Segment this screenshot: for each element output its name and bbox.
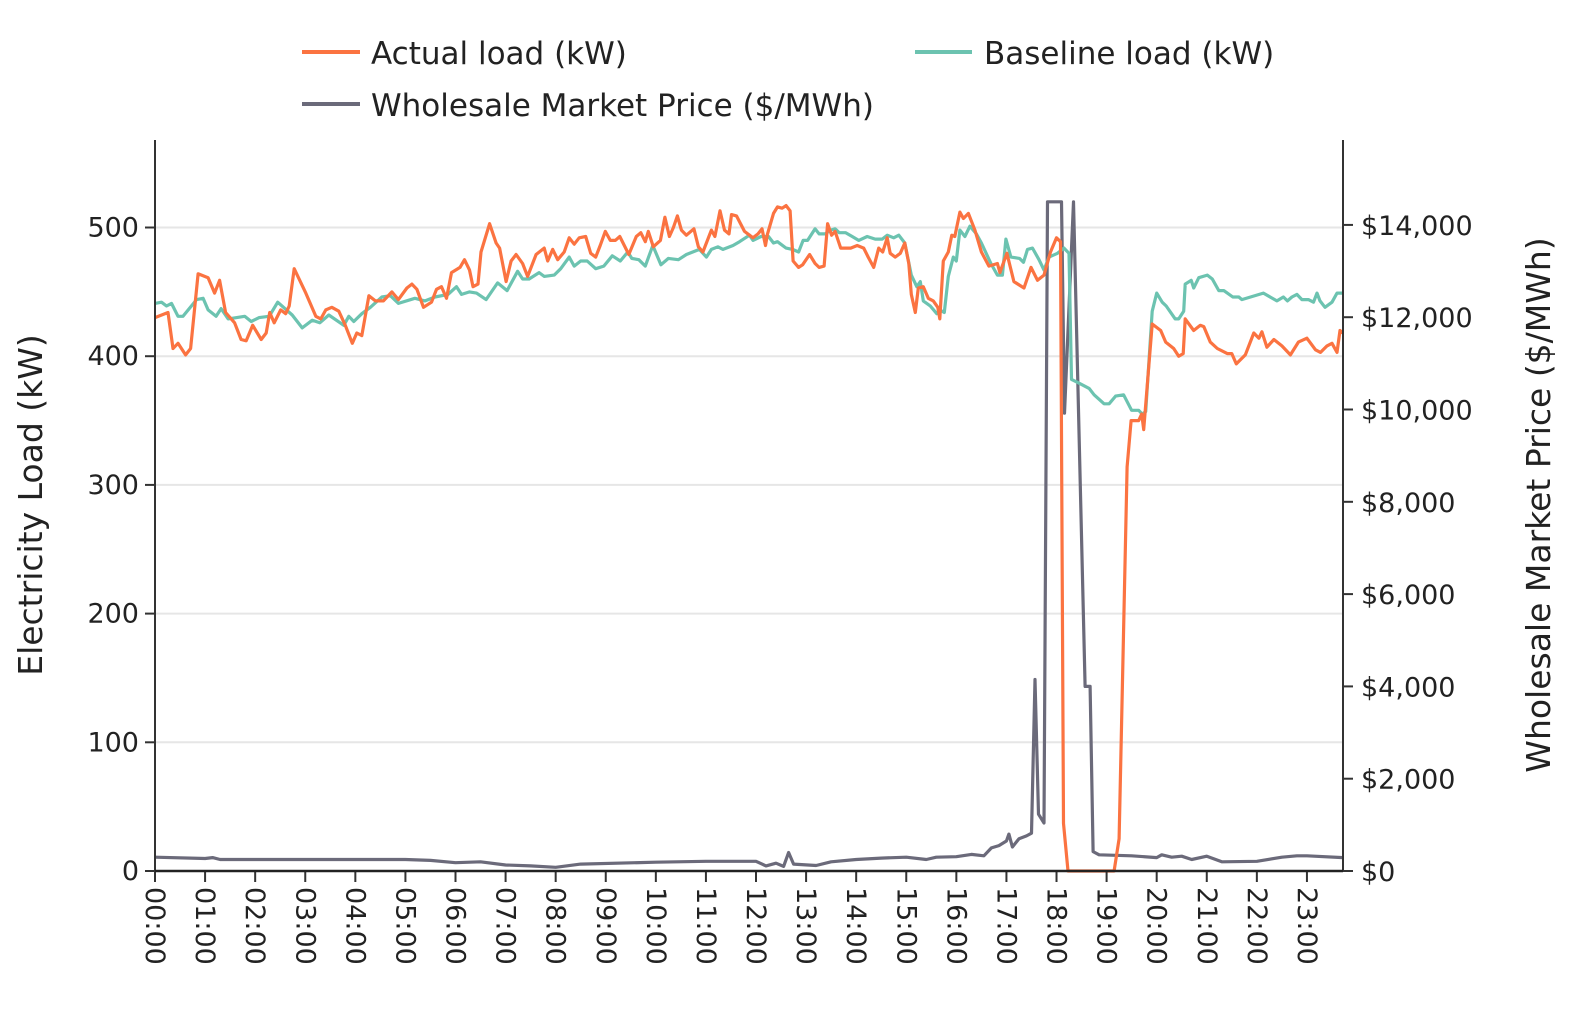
x-tick-label: 22:00 xyxy=(1241,887,1272,965)
x-tick-label: 18:00 xyxy=(1041,887,1072,965)
price-line xyxy=(154,200,1344,869)
x-tick-label: 10:00 xyxy=(640,887,671,965)
y-tick-label: 100 xyxy=(87,727,139,758)
legend-label-baseline-load: Baseline load (kW) xyxy=(984,36,1274,72)
x-tick-label: 14:00 xyxy=(840,887,871,965)
x-tick-label: 03:00 xyxy=(289,887,320,965)
x-tick-label: 13:00 xyxy=(790,887,821,965)
y-tick-label: 200 xyxy=(87,599,139,630)
x-tick-label: 15:00 xyxy=(890,887,921,965)
x-tick-label: 11:00 xyxy=(690,887,721,965)
y-tick-label: 400 xyxy=(87,341,139,372)
legend-label-actual-load: Actual load (kW) xyxy=(371,36,627,72)
axes: 0 100 200 300 400 500 $0 $2,000 $4,000 $6,000 $8,0… xyxy=(87,140,1473,965)
y2-tick-label: $8,000 xyxy=(1361,488,1455,519)
baseline-load-line xyxy=(154,224,1343,416)
x-tick-label: 19:00 xyxy=(1091,887,1122,965)
x-tick-label: 05:00 xyxy=(389,887,420,965)
x-tick-label: 09:00 xyxy=(590,887,621,965)
gridlines xyxy=(155,226,1343,744)
x-tick-label: 23:00 xyxy=(1291,887,1322,965)
y2-tick-label: $6,000 xyxy=(1361,580,1455,611)
y2-tick-label: $12,000 xyxy=(1361,303,1473,334)
x-tick-label: 08:00 xyxy=(540,887,571,965)
x-tick-label: 00:00 xyxy=(139,887,170,965)
x-tick-label: 12:00 xyxy=(740,887,771,965)
y-axis-title-right: Wholesale Market Price ($/MWh) xyxy=(1519,237,1558,772)
y2-tick-label: $10,000 xyxy=(1361,396,1473,427)
y2-tick-label: $4,000 xyxy=(1361,672,1455,703)
y2-tick-label: $2,000 xyxy=(1361,765,1455,796)
y2-tick-label: $0 xyxy=(1361,857,1395,888)
actual-load-line xyxy=(154,204,1345,873)
x-tick-label: 04:00 xyxy=(339,887,370,965)
x-tick-label: 01:00 xyxy=(189,887,220,965)
x-tick-label: 07:00 xyxy=(490,887,521,965)
x-tick-label: 21:00 xyxy=(1191,887,1222,965)
y-tick-label: 0 xyxy=(122,856,139,887)
y2-tick-label: $14,000 xyxy=(1361,211,1473,242)
legend: Actual load (kW) Baseline load (kW) Whol… xyxy=(302,36,1274,124)
x-tick-label: 02:00 xyxy=(239,887,270,965)
y-tick-label: 500 xyxy=(87,213,139,244)
x-tick-label: 17:00 xyxy=(990,887,1021,965)
legend-label-price: Wholesale Market Price ($/MWh) xyxy=(371,88,874,124)
x-tick-label: 16:00 xyxy=(940,887,971,965)
series-lines xyxy=(154,200,1345,873)
x-tick-label: 20:00 xyxy=(1141,887,1172,965)
x-tick-label: 06:00 xyxy=(440,887,471,965)
y-axis-title-left: Electricity Load (kW) xyxy=(11,334,50,676)
y-tick-label: 300 xyxy=(87,470,139,501)
